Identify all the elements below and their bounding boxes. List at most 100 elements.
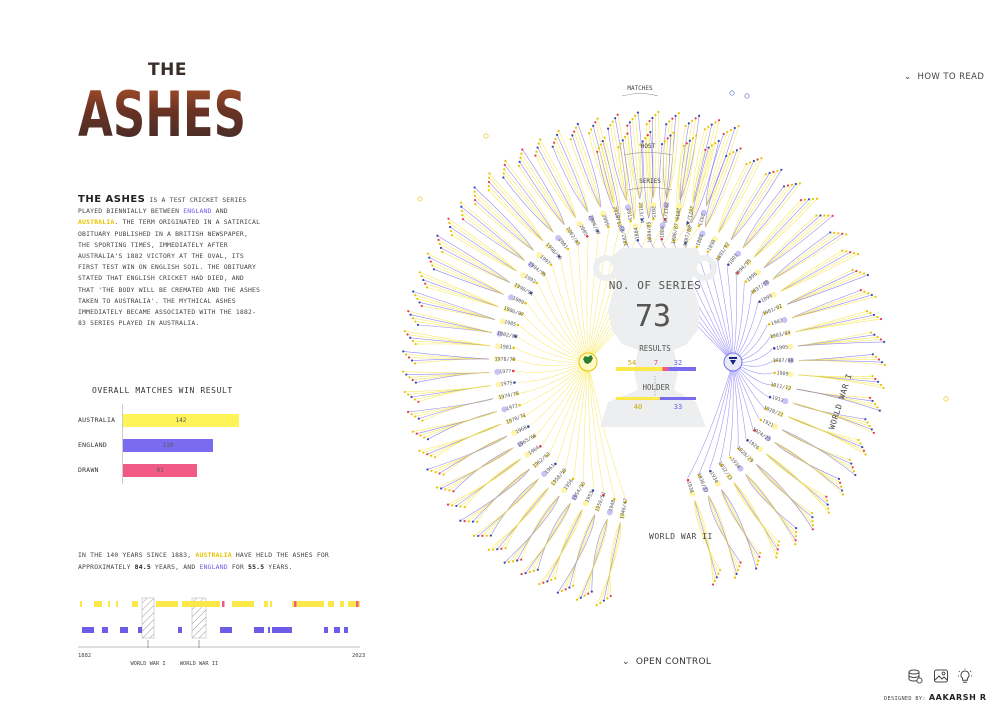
- series-label[interactable]: 1921: [761, 418, 774, 429]
- match-curve: [679, 120, 693, 200]
- series-label[interactable]: 1970/71: [505, 412, 527, 426]
- how-to-read-button[interactable]: ⌄ HOW TO READ: [904, 72, 984, 82]
- series-label[interactable]: 2006/07: [587, 214, 601, 236]
- series-label[interactable]: 1985: [503, 319, 516, 328]
- series-label[interactable]: 2013: [625, 208, 633, 221]
- match-curve: [476, 468, 530, 522]
- series-label[interactable]: 1968: [515, 425, 528, 436]
- series-label[interactable]: 1905: [776, 344, 789, 351]
- australia-node[interactable]: [578, 352, 598, 372]
- series-label[interactable]: 1901/02: [762, 303, 784, 317]
- match-dot: [487, 189, 490, 192]
- series-label[interactable]: 1886/87: [671, 223, 680, 245]
- match-curve: [501, 487, 549, 549]
- match-dot: [685, 142, 688, 145]
- match-curve: [745, 473, 796, 541]
- series-label[interactable]: 1946/47: [619, 498, 629, 520]
- series-result-dot: [763, 311, 767, 315]
- series-label[interactable]: 2015: [650, 206, 656, 218]
- host-urn-mark: [524, 451, 531, 458]
- series-label[interactable]: 1903/04: [769, 330, 791, 340]
- series-label[interactable]: 2023: [696, 213, 705, 226]
- series-label[interactable]: 2019: [673, 207, 681, 220]
- match-curve: [521, 153, 565, 225]
- match-dot: [861, 445, 864, 449]
- series-label[interactable]: 1956: [563, 478, 575, 491]
- series-label[interactable]: 1888: [695, 234, 705, 247]
- series-label[interactable]: 2017/18: [661, 202, 668, 223]
- series-label[interactable]: 1907/08: [772, 358, 793, 364]
- series-result-dot: [753, 429, 757, 432]
- match-dot: [592, 124, 595, 127]
- open-control-button[interactable]: ⌄ OPEN CONTROL: [622, 657, 711, 667]
- series-label[interactable]: 1977: [499, 369, 511, 376]
- series-label[interactable]: 1972: [505, 403, 518, 412]
- match-curve: [503, 177, 554, 233]
- series-label[interactable]: 1974/75: [498, 391, 520, 402]
- series-label[interactable]: 1902: [770, 318, 783, 327]
- series-label[interactable]: 1897/98: [750, 279, 771, 296]
- series-label[interactable]: 1912: [771, 395, 784, 404]
- match-curve: [774, 441, 841, 484]
- series-label[interactable]: 1981: [499, 344, 512, 351]
- match-dot: [619, 142, 622, 145]
- series-label[interactable]: 1948: [608, 499, 617, 512]
- series-label[interactable]: 1932/33: [716, 461, 733, 482]
- series-label[interactable]: 1975: [500, 380, 513, 388]
- match-dot: [503, 561, 506, 564]
- host-urn-mark: [541, 470, 548, 477]
- series-label[interactable]: 2010/11: [611, 206, 622, 228]
- lightbulb-icon[interactable]: [957, 668, 973, 684]
- match-curve: [596, 151, 621, 223]
- series-label[interactable]: 1993: [523, 274, 536, 286]
- series-label[interactable]: 1882/83: [619, 225, 630, 247]
- series-label[interactable]: 1964: [528, 445, 541, 457]
- match-curve: [576, 519, 608, 600]
- held-text-5: YEARS.: [264, 563, 293, 571]
- match-curve: [705, 153, 731, 228]
- series-label[interactable]: 1936/37: [695, 472, 708, 494]
- series-label[interactable]: 1886: [659, 226, 666, 238]
- series-label[interactable]: 1890: [707, 239, 718, 252]
- match-curve: [558, 130, 589, 213]
- series-label[interactable]: 1884/85: [646, 221, 653, 242]
- series-label[interactable]: 1938: [685, 480, 694, 493]
- series-label[interactable]: 1909: [776, 371, 789, 378]
- series-label[interactable]: 1982/83: [496, 331, 518, 341]
- image-icon[interactable]: [933, 668, 949, 684]
- series-label[interactable]: 1884: [633, 227, 641, 240]
- match-curve: [730, 169, 782, 241]
- series-label[interactable]: 1911/12: [770, 382, 792, 392]
- win-bar[interactable]: 91: [123, 464, 198, 477]
- series-result-dot: [709, 469, 712, 473]
- match-curve: [408, 398, 494, 413]
- match-curve: [733, 482, 777, 558]
- match-curve: [753, 199, 802, 258]
- series-label[interactable]: 2005: [577, 224, 588, 237]
- england-node[interactable]: [723, 352, 743, 372]
- series-label[interactable]: 1953: [584, 490, 595, 503]
- win-bar[interactable]: 110: [123, 439, 213, 452]
- match-dot: [687, 122, 690, 125]
- series-label[interactable]: 1990/91: [513, 282, 534, 297]
- series-label[interactable]: 2009: [600, 214, 610, 227]
- series-label[interactable]: 1989: [511, 296, 524, 306]
- series-label[interactable]: 2013/14: [637, 202, 645, 224]
- series-label[interactable]: 1950/51: [594, 491, 607, 513]
- series-link: [548, 361, 589, 455]
- series-label[interactable]: 1934: [708, 471, 719, 484]
- host-urn-mark: [632, 223, 639, 230]
- series-label[interactable]: 1899: [760, 293, 773, 304]
- series-label[interactable]: 1920/21: [762, 405, 784, 419]
- match-curve: [677, 138, 694, 220]
- series-label[interactable]: 1978/79: [494, 357, 515, 363]
- series-label[interactable]: 1887/88: [682, 225, 693, 247]
- database-icon[interactable]: [907, 668, 923, 684]
- series-label[interactable]: 1986/87: [503, 306, 525, 319]
- series-label[interactable]: 1997: [538, 254, 551, 267]
- match-curve: [439, 243, 510, 283]
- win-bar[interactable]: 142: [123, 414, 239, 427]
- match-curve: [624, 136, 635, 220]
- match-curve: [436, 447, 514, 488]
- series-label[interactable]: 2021/22: [684, 205, 695, 227]
